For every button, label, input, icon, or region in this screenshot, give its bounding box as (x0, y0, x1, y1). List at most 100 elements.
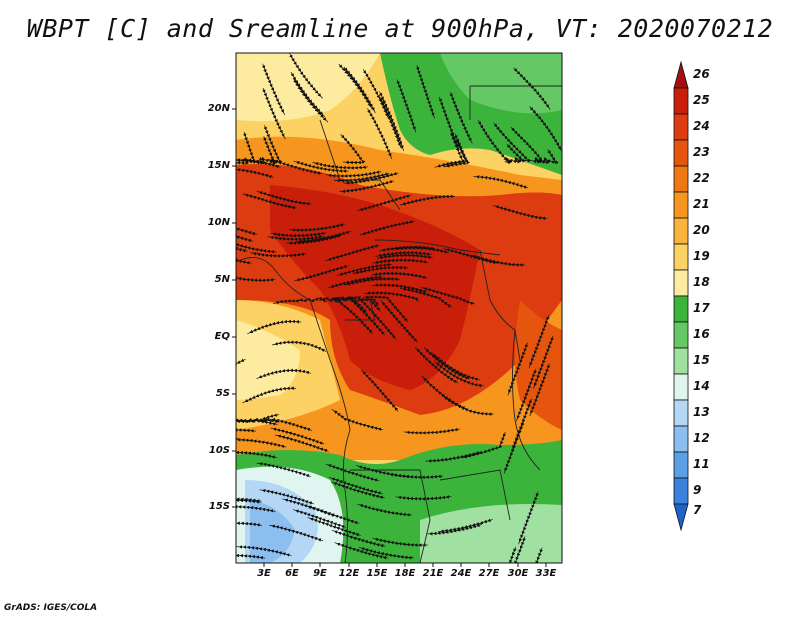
colorbar-swatch (673, 503, 689, 532)
streamline (507, 342, 529, 396)
colorbar-label: 12 (693, 431, 710, 445)
streamline (473, 175, 529, 189)
streamline (522, 547, 543, 563)
colorbar-swatch (673, 243, 689, 271)
colorbar-label: 20 (693, 223, 710, 237)
colorbar-swatch (673, 347, 689, 375)
colorbar-label: 17 (693, 301, 710, 315)
streamline (236, 545, 292, 557)
streamline (270, 231, 327, 238)
streamline (294, 264, 349, 282)
colorbar-label: 13 (693, 405, 710, 419)
colorbar-label: 9 (693, 483, 702, 497)
streamline (426, 523, 482, 536)
streamline (236, 413, 280, 423)
streamline (334, 542, 389, 560)
colorbar-swatch (673, 87, 689, 115)
streamline (372, 537, 428, 547)
streamline (396, 79, 417, 133)
streamline (305, 505, 360, 525)
streamline (236, 553, 266, 560)
colorbar-swatch (673, 373, 689, 401)
lat-label: 5S (215, 388, 230, 399)
streamline (518, 491, 539, 545)
streamline (256, 368, 312, 380)
streamline (493, 205, 548, 221)
colorbar-label: 14 (693, 379, 710, 393)
streamline (443, 248, 498, 265)
colorbar-swatch (673, 321, 689, 349)
streamline (421, 287, 475, 306)
streamline (247, 319, 302, 335)
colorbar-label: 25 (693, 93, 710, 107)
streamline (360, 369, 399, 412)
lon-label: 24E (450, 568, 472, 579)
streamline (423, 347, 470, 380)
map-title: WBPT [C] and Sreamline at 900hPa, VT: 20… (26, 14, 774, 43)
streamline (387, 473, 444, 480)
lat-label: 10N (207, 217, 230, 228)
colorbar-label: 7 (693, 503, 702, 517)
streamline (236, 248, 252, 265)
lon-label: 30E (507, 568, 529, 579)
streamline (236, 498, 262, 504)
colorbar-label: 19 (693, 249, 710, 263)
streamline (325, 244, 380, 262)
colorbar (673, 60, 689, 532)
streamline (375, 250, 432, 257)
map-frame (235, 52, 563, 564)
streamline (379, 96, 402, 149)
streamline (331, 409, 384, 431)
streamline (236, 240, 277, 254)
colorbar-swatch (673, 113, 689, 141)
streamline (513, 67, 551, 110)
lon-label: 3E (257, 568, 271, 579)
colorbar-label: 26 (693, 67, 710, 81)
colorbar-label: 23 (693, 145, 710, 159)
colorbar-swatch (673, 139, 689, 167)
streamline (529, 106, 562, 152)
grads-credit: GrADS: IGES/COLA (4, 603, 98, 613)
colorbar-swatch (673, 295, 689, 323)
streamline (372, 258, 429, 264)
streamline (250, 252, 307, 258)
lon-label: 18E (394, 568, 416, 579)
streamline (352, 265, 409, 275)
streamline (362, 295, 409, 323)
streamline (379, 245, 435, 252)
streamline (528, 315, 550, 368)
lon-label: 33E (535, 568, 557, 579)
colorbar-swatch (673, 399, 689, 427)
streamline (273, 296, 328, 304)
streamline (271, 340, 327, 353)
streamline (236, 428, 256, 434)
lat-label: 10S (208, 445, 230, 456)
streamline (434, 138, 469, 168)
colorbar-label: 16 (693, 327, 710, 341)
streamline (242, 386, 297, 404)
streamline (263, 125, 283, 165)
lat-label: 5N (214, 274, 230, 285)
streamline (269, 524, 324, 542)
colorbar-label: 24 (693, 119, 710, 133)
lon-label: 6E (285, 568, 299, 579)
colorbar-swatch (673, 269, 689, 297)
lon-label: 9E (313, 568, 327, 579)
lon-label: 12E (338, 568, 360, 579)
streamline (236, 273, 276, 283)
lat-label: 15N (207, 160, 230, 171)
streamline (395, 495, 452, 501)
streamline (340, 133, 366, 165)
streamline (236, 157, 265, 166)
streamlines (236, 53, 562, 563)
streamline (293, 160, 349, 173)
streamline (289, 223, 345, 232)
lon-label: 21E (422, 568, 444, 579)
streamline (415, 65, 435, 119)
streamline (503, 420, 525, 474)
streamline (256, 462, 312, 478)
streamline (289, 53, 324, 99)
streamline (236, 167, 274, 179)
streamline (359, 220, 415, 236)
